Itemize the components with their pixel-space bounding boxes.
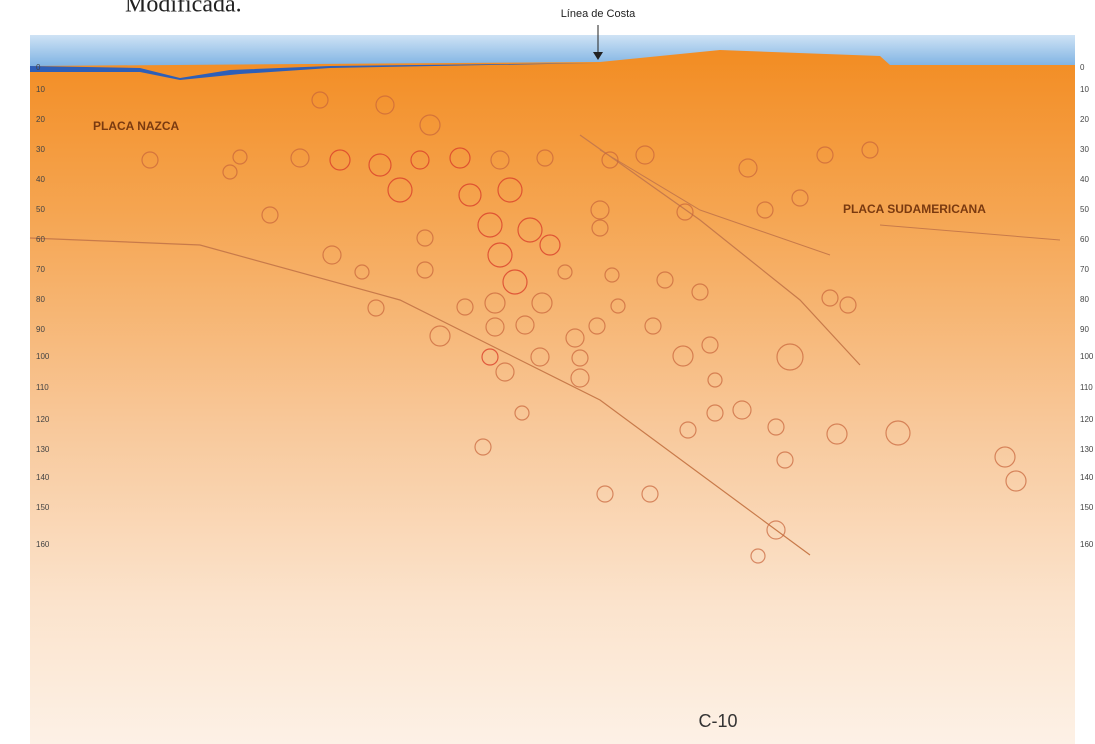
depth-tick-label: 40: [1080, 175, 1089, 184]
depth-tick-label: 70: [1080, 265, 1089, 274]
plate-label: PLACA NAZCA: [93, 119, 180, 133]
depth-tick-label: 150: [1080, 503, 1094, 512]
depth-tick-label: 130: [36, 445, 50, 454]
depth-tick-label: 140: [1080, 473, 1094, 482]
coast-arrowhead: [593, 52, 603, 60]
depth-tick-label: 30: [1080, 145, 1089, 154]
depth-tick-label: 110: [1080, 383, 1093, 392]
plate-label: PLACA SUDAMERICANA: [843, 202, 986, 216]
depth-tick-label: 160: [36, 540, 50, 549]
depth-axis: 0 0 10 10 20 20 30 30 40 40 50 50 60 60 70 70 80 80 90 90 10…: [36, 63, 1094, 549]
depth-tick-label: 60: [1080, 235, 1089, 244]
depth-tick-label: 90: [1080, 325, 1089, 334]
section-label: C-10: [698, 711, 737, 731]
depth-tick-label: 30: [36, 145, 45, 154]
depth-tick-label: 100: [1080, 352, 1094, 361]
depth-tick-label: 90: [36, 325, 45, 334]
depth-tick-label: 50: [36, 205, 45, 214]
depth-tick-label: 0: [1080, 63, 1085, 72]
background: [30, 35, 1075, 744]
depth-tick-label: 10: [1080, 85, 1089, 94]
ocean: [30, 63, 600, 80]
caption: Modificada.: [125, 0, 242, 18]
depth-tick-label: 50: [1080, 205, 1089, 214]
depth-tick-label: 110: [36, 383, 49, 392]
sky: [30, 35, 1075, 66]
depth-tick-label: 120: [36, 415, 50, 424]
hypocenters: [141, 91, 1027, 564]
depth-tick-label: 100: [36, 352, 50, 361]
depth-tick-label: 70: [36, 265, 45, 274]
depth-tick-label: 140: [36, 473, 50, 482]
coast-label: Línea de Costa: [561, 8, 636, 20]
depth-tick-label: 160: [1080, 540, 1094, 549]
depth-tick-label: 80: [1080, 295, 1089, 304]
depth-tick-label: 80: [36, 295, 45, 304]
depth-tick-label: 130: [1080, 445, 1094, 454]
moho: [599, 149, 831, 256]
slab-bottom: [29, 237, 811, 556]
depth-tick-label: 60: [36, 235, 45, 244]
depth-tick-label: 120: [1080, 415, 1094, 424]
depth-tick-label: 20: [1080, 115, 1089, 124]
depth-tick-label: 10: [36, 85, 45, 94]
depth-tick-label: 40: [36, 175, 45, 184]
depth-tick-label: 150: [36, 503, 50, 512]
depth-tick-label: 0: [36, 63, 41, 72]
slab-top: [579, 134, 861, 366]
depth-tick-label: 20: [36, 115, 45, 124]
crust-line: [879, 224, 1061, 241]
